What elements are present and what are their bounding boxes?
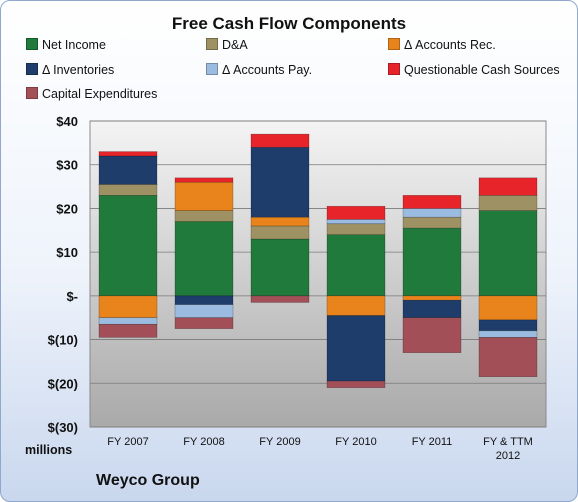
x-tick-label: FY 2009 xyxy=(259,436,300,448)
bar-segment xyxy=(250,225,310,240)
legend-swatch xyxy=(26,38,38,50)
legend-item: Δ Inventories xyxy=(26,63,114,77)
legend-label: Capital Expenditures xyxy=(42,87,158,101)
bar-segment xyxy=(174,295,234,305)
legend-item: Questionable Cash Sources xyxy=(388,63,560,77)
legend-item: Net Income xyxy=(26,38,106,52)
y-tick-label: $10 xyxy=(56,245,78,260)
legend-item: Δ Accounts Rec. xyxy=(388,38,496,52)
x-tick-label: FY 2008 xyxy=(183,436,224,448)
bar-segment xyxy=(478,337,538,378)
legend-label: Δ Inventories xyxy=(42,63,115,77)
bar-segment xyxy=(326,223,386,235)
legend-swatch xyxy=(206,38,218,50)
y-tick-label: $(10) xyxy=(48,333,78,348)
bar-segment xyxy=(326,219,386,225)
y-tick-label: $20 xyxy=(56,201,78,216)
y-tick-label: $(30) xyxy=(48,420,78,435)
bar-segment xyxy=(174,177,234,183)
legend-swatch xyxy=(388,63,400,75)
legend-swatch xyxy=(26,63,38,75)
bar-segment xyxy=(326,295,386,316)
bar-segment xyxy=(98,317,158,325)
bar-segment xyxy=(326,205,386,220)
bar-segment xyxy=(402,195,462,209)
bar-segment xyxy=(174,304,234,319)
bar-segment xyxy=(98,295,158,319)
bar-segment xyxy=(174,210,234,222)
legend-label: Δ Accounts Pay. xyxy=(222,63,313,77)
bar-segment xyxy=(478,330,538,338)
y-tick-label: $(20) xyxy=(48,376,78,391)
company-name: Weyco Group xyxy=(96,472,200,489)
legend-swatch xyxy=(388,38,400,50)
legend-item: D&A xyxy=(206,38,248,52)
bar-segment xyxy=(98,151,158,157)
x-tick-label: FY 2011 xyxy=(412,436,453,448)
y-tick-label: $30 xyxy=(56,158,78,173)
bar-segment xyxy=(402,208,462,218)
legend-swatch xyxy=(206,63,218,75)
bar-segment xyxy=(98,323,158,338)
bar-segment xyxy=(250,133,310,148)
bar-segment xyxy=(250,295,310,303)
legend-item: Capital Expenditures xyxy=(26,87,157,101)
bar-segment xyxy=(98,184,158,196)
bar-segment xyxy=(478,295,538,321)
legend-label: Net Income xyxy=(42,38,106,52)
x-tick-label: FY 2010 xyxy=(335,436,376,448)
bar-segment xyxy=(402,299,462,319)
bar-segment xyxy=(98,155,158,185)
bar-segment xyxy=(326,234,386,297)
bar-segment xyxy=(174,221,234,297)
chart-title: Free Cash Flow Components xyxy=(171,14,407,33)
legend-label: Δ Accounts Rec. xyxy=(404,38,496,52)
legend-label: D&A xyxy=(222,38,248,52)
bar-segment xyxy=(98,195,158,297)
bar-segment xyxy=(326,315,386,382)
x-tick-label: 2012 xyxy=(496,450,520,462)
x-tick-label: FY 2007 xyxy=(107,436,148,448)
bar-segment xyxy=(478,210,538,297)
bar-segment xyxy=(478,177,538,196)
bar-segment xyxy=(250,146,310,218)
bar-segment xyxy=(174,181,234,211)
x-tick-label: FY & TTM xyxy=(483,436,533,448)
bar-segment xyxy=(250,238,310,297)
legend-item: Δ Accounts Pay. xyxy=(206,63,312,77)
y-tick-label: $- xyxy=(66,289,78,304)
bar-segment xyxy=(402,227,462,297)
y-tick-label: $40 xyxy=(56,114,78,129)
bar-segment xyxy=(250,216,310,227)
units-label: millions xyxy=(25,443,73,457)
bar-segment xyxy=(478,319,538,332)
bar-segment xyxy=(402,317,462,353)
bar-segment xyxy=(402,295,462,301)
bar-segment xyxy=(402,216,462,229)
plot-area xyxy=(89,120,547,428)
legend-label: Questionable Cash Sources xyxy=(404,63,560,77)
bar-segment xyxy=(478,195,538,211)
legend-swatch xyxy=(26,87,38,99)
bar-segment xyxy=(174,317,234,329)
bar-segment xyxy=(326,380,386,388)
